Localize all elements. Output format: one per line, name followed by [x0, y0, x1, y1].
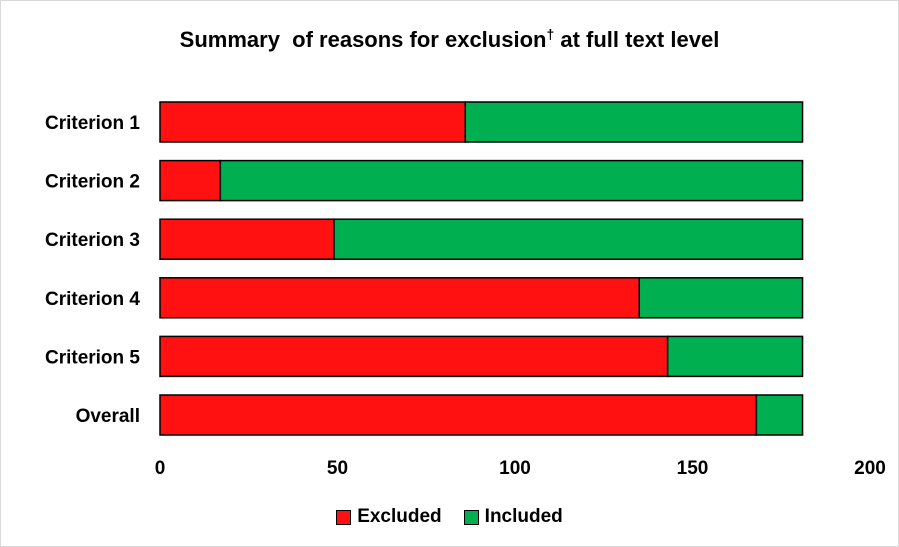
bar-excluded-criterion-4: [159, 277, 640, 319]
legend-label-excluded: Excluded: [357, 506, 442, 527]
legend: Excluded Included: [0, 506, 899, 528]
x-tick-label: 150: [677, 458, 709, 479]
bar-included-criterion-3: [333, 218, 804, 260]
legend-swatch-included: [463, 509, 479, 525]
bar-included-criterion-1: [464, 101, 804, 143]
bar-included-criterion-2: [219, 159, 804, 202]
x-tick-label: 200: [854, 458, 886, 479]
legend-label-included: Included: [484, 506, 563, 527]
category-labels: Criterion 1 Criterion 2 Criterion 3 Criteri…: [45, 113, 140, 427]
bar-excluded-criterion-3: [159, 218, 335, 260]
bar-included-criterion-5: [666, 335, 804, 378]
x-axis-ticks: 0 50 100 150 200: [155, 458, 886, 479]
bar-excluded-criterion-1: [159, 101, 467, 143]
chart-title-suffix: at full text level: [554, 27, 720, 52]
bar-included-criterion-4: [638, 277, 804, 319]
x-tick-label: 50: [327, 458, 348, 479]
chart-title: Summary of reasons for exclusion† at ful…: [0, 26, 899, 53]
chart-title-main: Summary of reasons for exclusion: [179, 27, 547, 52]
category-label: Criterion 2: [45, 172, 140, 193]
category-label: Criterion 3: [45, 230, 140, 251]
category-label: Criterion 5: [45, 347, 140, 368]
bars-group: [159, 101, 804, 436]
legend-item-excluded: Excluded: [336, 506, 442, 528]
bar-excluded-overall: [159, 394, 758, 436]
bar-excluded-criterion-2: [159, 159, 222, 202]
category-label: Criterion 1: [45, 113, 140, 134]
bar-excluded-criterion-5: [159, 335, 669, 378]
category-label: Criterion 4: [45, 289, 140, 310]
x-tick-label: 100: [499, 458, 531, 479]
chart-title-dagger: †: [546, 26, 555, 42]
bar-included-overall: [755, 394, 804, 436]
category-label: Overall: [76, 406, 140, 427]
x-tick-label: 0: [155, 458, 166, 479]
legend-swatch-excluded: [336, 509, 352, 525]
legend-item-included: Included: [463, 506, 563, 528]
